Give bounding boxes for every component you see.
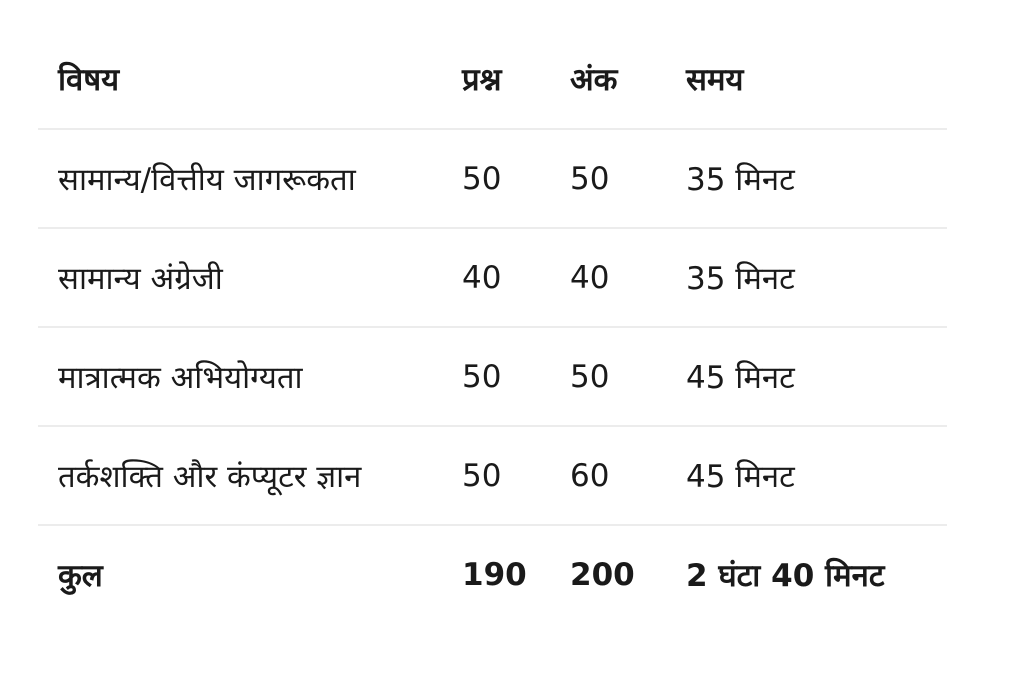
table-row: मात्रात्मक अभियोग्यता 50 50 45 मिनट [38,328,947,427]
header-time: समय [686,62,744,98]
total-questions: 190 [462,556,527,593]
subject-cell: सामान्य/वित्तीय जागरूकता [58,161,356,198]
marks-cell: 50 [570,160,610,197]
marks-cell: 40 [570,259,610,296]
exam-pattern-table: विषय प्रश्न अंक समय सामान्य/वित्तीय जागर… [38,30,947,623]
questions-cell: 40 [462,259,502,296]
time-cell: 35 मिनट [686,161,795,198]
marks-cell: 60 [570,457,610,494]
table-row: सामान्य अंग्रेजी 40 40 35 मिनट [38,229,947,328]
table-row: सामान्य/वित्तीय जागरूकता 50 50 35 मिनट [38,130,947,229]
subject-cell: सामान्य अंग्रेजी [58,260,223,297]
questions-cell: 50 [462,358,502,395]
header-marks: अंक [570,62,618,98]
header-questions: प्रश्न [462,62,502,98]
total-marks: 200 [570,556,635,593]
questions-cell: 50 [462,457,502,494]
subject-cell: मात्रात्मक अभियोग्यता [58,359,303,396]
table-row: तर्कशक्ति और कंप्यूटर ज्ञान 50 60 45 मिन… [38,427,947,526]
time-cell: 35 मिनट [686,260,795,297]
marks-cell: 50 [570,358,610,395]
total-label: कुल [58,557,103,594]
questions-cell: 50 [462,160,502,197]
table-header-row: विषय प्रश्न अंक समय [38,30,947,130]
time-cell: 45 मिनट [686,458,795,495]
total-time: 2 घंटा 40 मिनट [686,557,885,594]
time-cell: 45 मिनट [686,359,795,396]
header-subject: विषय [58,62,120,98]
subject-cell: तर्कशक्ति और कंप्यूटर ज्ञान [58,458,362,495]
table-total-row: कुल 190 200 2 घंटा 40 मिनट [38,526,947,623]
